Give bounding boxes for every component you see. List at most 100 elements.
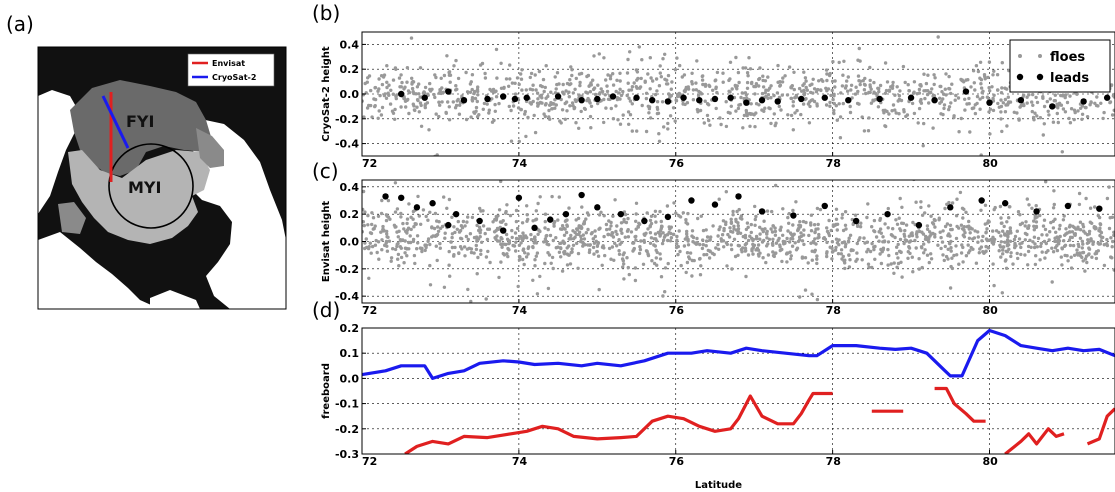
floe-point bbox=[744, 274, 748, 279]
floe-point bbox=[476, 255, 480, 260]
floe-point bbox=[1003, 240, 1007, 244]
floe-point bbox=[753, 217, 757, 222]
floe-point bbox=[418, 66, 423, 70]
floe-point bbox=[540, 101, 544, 105]
floe-point bbox=[1025, 95, 1029, 99]
map-gray-land bbox=[58, 128, 224, 234]
floe-point bbox=[830, 250, 835, 254]
floe-point bbox=[618, 87, 622, 92]
floe-point bbox=[685, 222, 690, 226]
floe-point bbox=[800, 239, 805, 243]
floe-point bbox=[752, 113, 756, 117]
floe-point bbox=[868, 78, 872, 83]
floe-point bbox=[884, 88, 889, 93]
floe-point bbox=[684, 218, 688, 222]
floe-point bbox=[609, 220, 613, 225]
floe-point bbox=[470, 215, 475, 220]
floe-point bbox=[591, 78, 595, 82]
floe-point bbox=[907, 89, 911, 93]
floe-point bbox=[520, 68, 524, 72]
floe-point bbox=[1001, 248, 1005, 252]
floe-point bbox=[742, 113, 747, 118]
floe-point bbox=[832, 92, 836, 97]
floe-point bbox=[500, 245, 504, 249]
floe-point bbox=[839, 252, 843, 256]
floe-point bbox=[830, 246, 834, 250]
floe-point bbox=[919, 200, 923, 204]
floe-point bbox=[930, 87, 934, 91]
y-tick-label: 0.4 bbox=[340, 181, 360, 194]
lead-point bbox=[884, 210, 891, 218]
floe-point bbox=[1030, 206, 1034, 210]
floe-point bbox=[445, 54, 449, 58]
floe-point bbox=[543, 219, 547, 224]
floe-point bbox=[434, 112, 438, 116]
floe-point bbox=[1112, 108, 1115, 112]
floe-point bbox=[944, 72, 948, 76]
floe-point bbox=[1002, 224, 1006, 229]
floe-point bbox=[1066, 259, 1070, 263]
floe-point bbox=[1087, 247, 1092, 251]
floe-point bbox=[589, 104, 594, 109]
floe-point bbox=[567, 90, 571, 94]
floe-point bbox=[453, 245, 457, 250]
floe-point bbox=[848, 110, 853, 115]
floe-point bbox=[931, 222, 936, 226]
floe-point bbox=[877, 239, 881, 243]
floe-point bbox=[1086, 177, 1089, 180]
floe-point bbox=[611, 117, 616, 121]
floe-point bbox=[757, 84, 761, 88]
floe-point bbox=[386, 235, 390, 239]
floe-point bbox=[622, 277, 626, 281]
floe-point bbox=[727, 78, 731, 83]
floe-point bbox=[967, 219, 971, 224]
floe-point bbox=[824, 68, 829, 72]
floe-point bbox=[447, 105, 451, 109]
floe-point bbox=[857, 46, 861, 51]
floe-point bbox=[702, 253, 706, 257]
floe-point bbox=[609, 106, 613, 111]
floe-point bbox=[532, 113, 536, 118]
floe-point bbox=[791, 100, 795, 104]
lead-point bbox=[1103, 94, 1111, 101]
y-tick-label: -0.1 bbox=[335, 398, 359, 411]
floe-point bbox=[536, 232, 540, 236]
floe-point bbox=[838, 115, 843, 119]
floe-point bbox=[434, 244, 438, 248]
floe-point bbox=[597, 213, 602, 217]
floe-point bbox=[773, 251, 777, 256]
floe-point bbox=[995, 73, 1000, 77]
floe-point bbox=[900, 275, 904, 279]
floe-point bbox=[698, 242, 702, 247]
floe-point bbox=[592, 86, 597, 90]
floe-point bbox=[369, 251, 373, 255]
floe-point bbox=[514, 249, 518, 253]
floe-point bbox=[929, 257, 934, 261]
floe-point bbox=[744, 227, 749, 232]
lead-point bbox=[821, 202, 828, 210]
floe-point bbox=[991, 229, 995, 233]
floe-point bbox=[597, 52, 601, 56]
floe-point bbox=[746, 238, 751, 243]
floe-point bbox=[420, 249, 424, 254]
floe-point bbox=[597, 287, 601, 292]
floe-point bbox=[954, 93, 958, 98]
floe-point bbox=[827, 218, 831, 223]
floe-point bbox=[1016, 210, 1021, 214]
floe-point bbox=[570, 73, 574, 78]
floe-point bbox=[832, 111, 836, 116]
floe-point bbox=[886, 247, 890, 252]
floe-point bbox=[987, 110, 991, 114]
floe-point bbox=[533, 218, 538, 222]
floe-point bbox=[781, 76, 785, 80]
floe-point bbox=[976, 235, 980, 239]
floe-point bbox=[373, 86, 377, 90]
floe-point bbox=[775, 91, 780, 95]
floe-point bbox=[483, 231, 487, 236]
floe-point bbox=[399, 215, 403, 219]
floe-point bbox=[728, 226, 732, 230]
lead-point bbox=[696, 97, 703, 104]
envisat-freeboard-line bbox=[1004, 427, 1065, 454]
floe-point bbox=[634, 227, 638, 231]
floe-point bbox=[981, 234, 985, 239]
